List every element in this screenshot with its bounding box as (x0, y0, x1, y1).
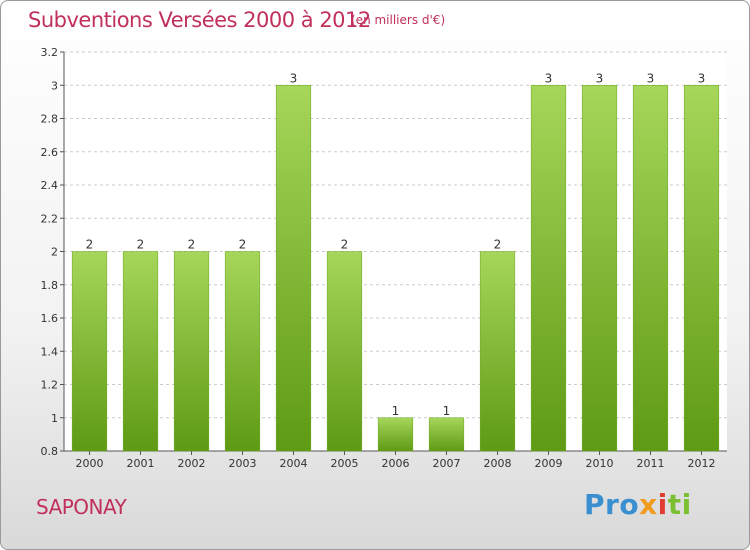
bar-2000 (71, 251, 108, 452)
y-tick-label: 3 (51, 79, 58, 92)
proxiti-logo: Proxiti (584, 488, 692, 521)
bar-2007 (428, 417, 465, 452)
y-tick-label: 2.4 (41, 179, 59, 192)
x-tick-label: 2012 (688, 457, 716, 470)
y-tick-label: 2 (51, 246, 58, 259)
y-tick-label: 3.2 (41, 46, 59, 59)
bar-2003 (224, 251, 261, 452)
bar-2002 (173, 251, 210, 452)
x-tick-label: 2003 (229, 457, 257, 470)
chart-title: Subventions Versées 2000 à 2012 (28, 8, 371, 32)
x-tick-label: 2006 (382, 457, 410, 470)
x-tick-label: 2005 (331, 457, 359, 470)
x-tick-label: 2007 (433, 457, 461, 470)
y-tick-label: 2.6 (41, 146, 59, 159)
data-label: 2 (341, 238, 349, 252)
data-label: 3 (596, 71, 604, 85)
y-tick-label: 1 (51, 412, 58, 425)
y-tick-label: 1.2 (41, 379, 59, 392)
bar-2011 (632, 85, 669, 452)
data-label: 1 (443, 404, 451, 418)
x-tick-label: 2011 (637, 457, 665, 470)
data-label: 3 (545, 71, 553, 85)
x-tick-label: 2008 (484, 457, 512, 470)
data-label: 2 (494, 238, 502, 252)
location-name: SAPONAY (36, 495, 127, 519)
bar-2006 (377, 417, 414, 452)
x-tick-label: 2010 (586, 457, 614, 470)
bar-2012 (683, 85, 720, 452)
data-label: 2 (188, 238, 196, 252)
y-tick-label: 1.8 (41, 279, 59, 292)
bar-2009 (530, 85, 567, 452)
y-tick-label: 2.8 (41, 113, 59, 126)
chart-subtitle: (en milliers d'€) (351, 13, 446, 27)
y-tick-label: 0.8 (41, 445, 59, 458)
x-tick-label: 2009 (535, 457, 563, 470)
data-label: 3 (290, 71, 298, 85)
data-label: 2 (239, 238, 247, 252)
x-tick-label: 2000 (76, 457, 104, 470)
x-tick-label: 2001 (127, 457, 155, 470)
bar-2004 (275, 85, 312, 452)
bar-2010 (581, 85, 618, 452)
data-label: 2 (137, 238, 145, 252)
y-tick-label: 2.2 (41, 212, 59, 225)
data-label: 3 (698, 71, 706, 85)
x-tick-label: 2002 (178, 457, 206, 470)
y-tick-label: 1.6 (41, 312, 59, 325)
data-label: 1 (392, 404, 400, 418)
x-tick-label: 2004 (280, 457, 308, 470)
data-label: 3 (647, 71, 655, 85)
data-label: 2 (86, 238, 94, 252)
bar-2005 (326, 251, 363, 452)
y-tick-label: 1.4 (41, 345, 59, 358)
bar-2008 (479, 251, 516, 452)
bar-2001 (122, 251, 159, 452)
